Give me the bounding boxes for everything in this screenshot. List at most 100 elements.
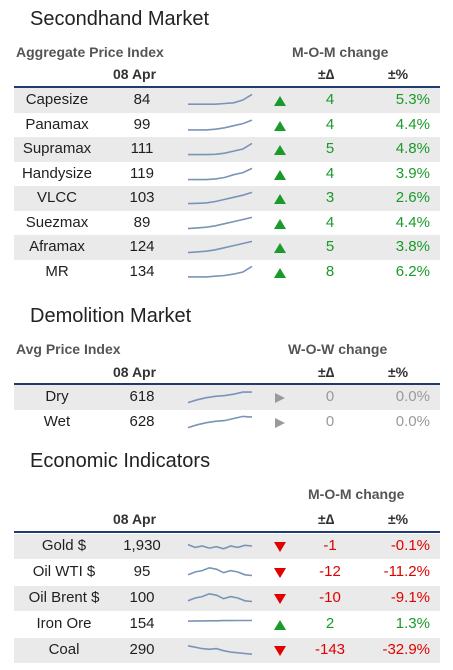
demolition-row: Wet 628 0 0.0% xyxy=(14,410,440,435)
sparkline-line xyxy=(188,265,253,278)
right-arrow-icon xyxy=(275,417,285,428)
sparkline-chart xyxy=(187,645,253,655)
row-name: Suezmax xyxy=(25,213,89,231)
row-name: MR xyxy=(45,262,69,280)
demolition-change-label: W-O-W change xyxy=(288,341,388,357)
sparkline-chart xyxy=(187,543,253,550)
sparkline-line xyxy=(187,619,252,622)
row-value: 628 xyxy=(129,412,155,430)
row-name: Handysize xyxy=(21,164,93,182)
row-pct: 1.3% xyxy=(395,615,430,632)
sparkline-chart xyxy=(187,240,253,254)
row-name: Supramax xyxy=(22,140,92,157)
up-arrow-icon xyxy=(274,96,286,106)
row-delta: 5 xyxy=(325,140,335,157)
row-value: 134 xyxy=(129,262,155,280)
sparkline-chart xyxy=(187,191,253,205)
row-value: 124 xyxy=(129,238,155,255)
row-name: Panamax xyxy=(25,115,89,133)
row-value: 1,930 xyxy=(123,537,161,554)
sparkline-chart xyxy=(187,216,253,229)
up-arrow-icon xyxy=(274,194,286,204)
secondhand-row: Aframax 124 5 3.8% xyxy=(14,235,440,260)
row-value: 100 xyxy=(129,589,155,606)
economic-row: Gold $ 1,930 -1 -0.1% xyxy=(14,534,440,559)
sparkline-line xyxy=(188,93,253,105)
sparkline-line xyxy=(188,167,253,180)
up-arrow-icon xyxy=(274,169,286,180)
row-value: 618 xyxy=(129,388,155,405)
demolition-pct-header: ±% xyxy=(388,364,409,380)
right-arrow-icon xyxy=(275,393,285,403)
row-pct: 4.8% xyxy=(395,140,430,157)
row-delta: -12 xyxy=(319,563,341,580)
sparkline-line xyxy=(187,191,253,205)
sparkline-chart xyxy=(188,167,253,180)
sparkline-chart xyxy=(188,118,253,131)
row-pct: 0.0% xyxy=(395,388,430,405)
row-pct: 3.9% xyxy=(395,164,430,182)
sparkline-line xyxy=(188,118,253,131)
economic-delta-header: ±∆ xyxy=(318,511,335,527)
row-name: Oil WTI $ xyxy=(32,563,96,580)
down-arrow-icon xyxy=(274,568,286,578)
row-name: VLCC xyxy=(36,189,77,206)
row-value: 119 xyxy=(130,164,154,182)
row-pct: -0.1% xyxy=(390,537,430,554)
up-arrow-icon xyxy=(274,243,286,253)
row-delta: 0 xyxy=(325,412,335,430)
secondhand-date: 08 Apr xyxy=(113,66,157,82)
row-value: 154 xyxy=(129,615,155,632)
economic-row: Oil WTI $ 95 -12 -11.2% xyxy=(14,560,440,585)
row-value: 290 xyxy=(129,641,155,658)
sparkline-chart xyxy=(188,142,253,156)
down-arrow-icon xyxy=(274,646,286,656)
sparkline-chart xyxy=(188,265,253,278)
row-pct: -11.2% xyxy=(383,563,430,580)
secondhand-pct-header: ±% xyxy=(388,66,409,82)
sparkline-line xyxy=(188,142,253,156)
row-delta: 5 xyxy=(325,238,335,255)
row-name: Aframax xyxy=(29,238,85,255)
row-delta: 4 xyxy=(325,91,335,108)
sparkline-chart xyxy=(187,619,252,622)
secondhand-row: MR 134 8 6.2% xyxy=(14,260,440,285)
sparkline-chart xyxy=(187,566,253,577)
row-name: Gold $ xyxy=(41,537,87,554)
row-delta: 2 xyxy=(325,615,335,632)
sparkline-line xyxy=(187,592,253,603)
row-name: Wet xyxy=(43,412,71,430)
row-value: 95 xyxy=(133,563,151,580)
demolition-rule xyxy=(14,383,440,385)
down-arrow-icon xyxy=(274,542,286,552)
secondhand-title: Secondhand Market xyxy=(30,8,210,30)
secondhand-row: Supramax 111 5 4.8% xyxy=(14,137,440,162)
sparkline-chart xyxy=(187,391,252,404)
secondhand-row: Handysize 119 4 3.9% xyxy=(14,162,440,187)
row-name: Dry xyxy=(45,388,69,405)
row-value: 84 xyxy=(133,91,151,108)
economic-date: 08 Apr xyxy=(113,511,157,527)
demolition-date: 08 Apr xyxy=(113,364,157,380)
row-delta: 8 xyxy=(325,262,335,280)
sparkline-chart xyxy=(187,592,253,603)
row-delta: -10 xyxy=(319,589,341,606)
row-pct: 5.3% xyxy=(395,91,430,108)
sparkline-line xyxy=(187,216,253,229)
row-value: 89 xyxy=(133,213,151,231)
row-pct: 0.0% xyxy=(395,412,430,430)
up-arrow-icon xyxy=(274,620,286,630)
economic-row: Iron Ore 154 2 1.3% xyxy=(14,612,440,637)
down-arrow-icon xyxy=(274,594,286,604)
row-value: 103 xyxy=(129,189,155,206)
row-value: 99 xyxy=(133,115,151,133)
up-arrow-icon xyxy=(274,145,286,155)
row-pct: 4.4% xyxy=(395,115,430,133)
row-delta: 0 xyxy=(325,388,335,405)
row-name: Capesize xyxy=(25,91,89,108)
economic-rule xyxy=(14,531,440,533)
secondhand-index-label: Aggregate Price Index xyxy=(16,44,164,60)
sparkline-line xyxy=(187,415,253,428)
row-pct: 2.6% xyxy=(395,189,430,206)
row-pct: 3.8% xyxy=(395,238,430,255)
